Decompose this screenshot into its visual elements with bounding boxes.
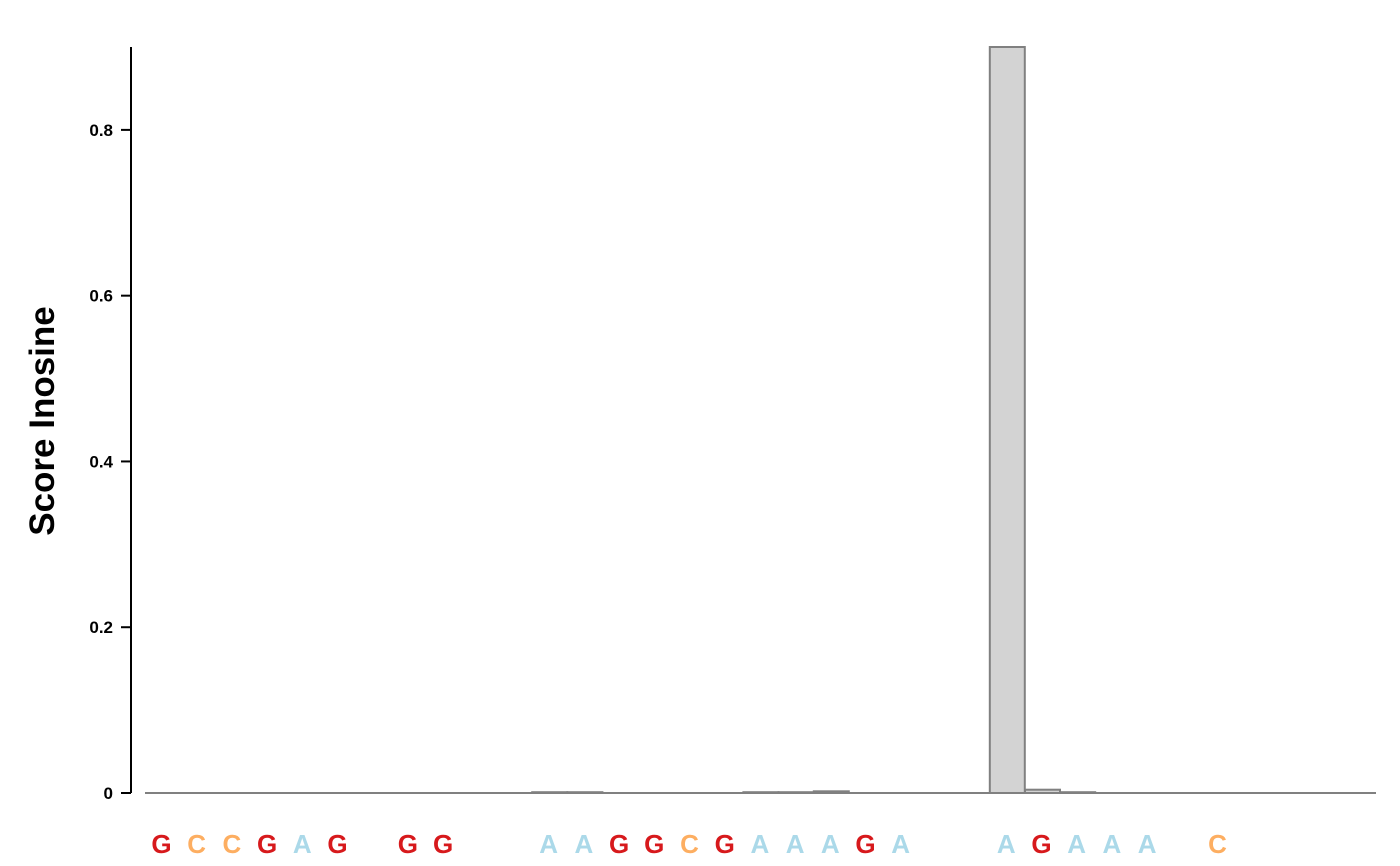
- base-label: G: [257, 829, 277, 859]
- base-label: G: [609, 829, 629, 859]
- base-label: G: [327, 829, 347, 859]
- base-label: G: [855, 829, 875, 859]
- y-tick-label: 0: [104, 784, 113, 803]
- base-label: A: [1138, 829, 1157, 859]
- base-label: A: [821, 829, 840, 859]
- y-tick-label: 0.2: [89, 618, 113, 637]
- base-label: G: [433, 829, 453, 859]
- y-tick-label: 0.4: [89, 452, 113, 471]
- base-label: A: [575, 829, 594, 859]
- base-label: A: [751, 829, 770, 859]
- y-tick-label: 0.8: [89, 121, 113, 140]
- bars: [531, 46, 1097, 795]
- base-label: C: [187, 829, 206, 859]
- base-label: C: [680, 829, 699, 859]
- base-label: C: [223, 829, 242, 859]
- base-label: G: [644, 829, 664, 859]
- base-label: G: [1031, 829, 1051, 859]
- bar: [988, 46, 1026, 794]
- base-label: G: [398, 829, 418, 859]
- base-label: G: [715, 829, 735, 859]
- base-label: A: [891, 829, 910, 859]
- base-label: A: [786, 829, 805, 859]
- y-axis: 0 0.2 0.4 0.6 0.8: [89, 47, 132, 803]
- y-tick-label: 0.6: [89, 287, 113, 306]
- y-axis-label: Score Inosine: [23, 306, 62, 536]
- base-label: G: [151, 829, 171, 859]
- base-label: A: [1067, 829, 1086, 859]
- base-label: A: [539, 829, 558, 859]
- base-label: A: [293, 829, 312, 859]
- base-label: A: [1103, 829, 1122, 859]
- base-label: C: [1208, 829, 1227, 859]
- base-label: A: [997, 829, 1016, 859]
